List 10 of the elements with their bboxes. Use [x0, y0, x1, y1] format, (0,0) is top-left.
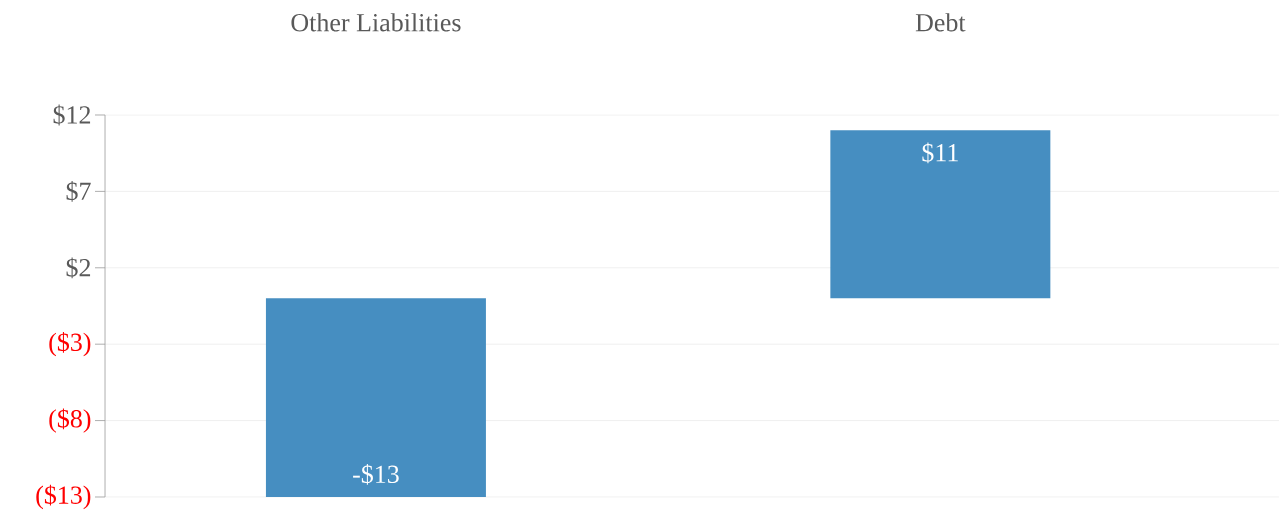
x-tick-label: Other Liabilities [291, 13, 461, 32]
data-label: -$13 [353, 463, 399, 485]
y-tick-label: $2 [66, 257, 91, 279]
x-tick-label: Debt [915, 13, 966, 32]
y-tick-label: ($13) [36, 484, 91, 510]
data-label: $11 [922, 142, 958, 164]
y-tick-label: ($8) [49, 408, 91, 433]
y-tick-label: $7 [66, 180, 91, 202]
y-tick-label: ($3) [49, 332, 91, 357]
y-tick-label: $12 [53, 104, 91, 126]
